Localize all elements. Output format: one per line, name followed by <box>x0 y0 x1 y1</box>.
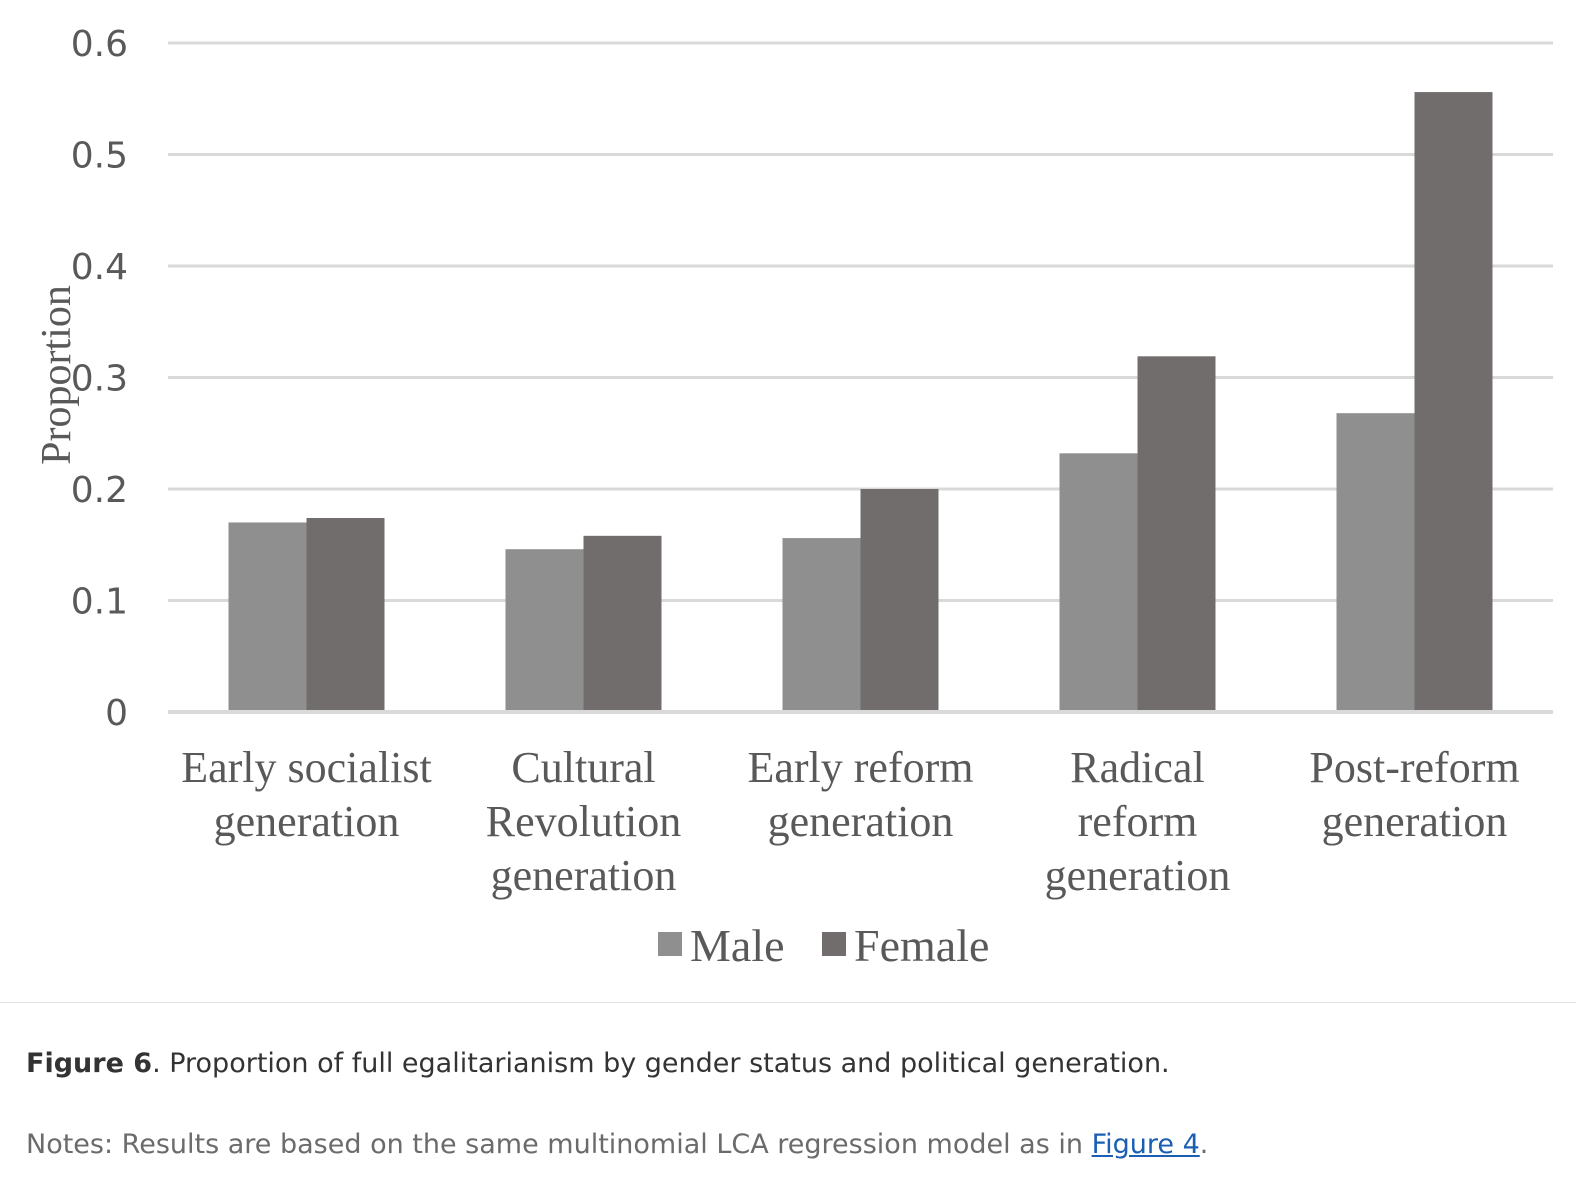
legend-swatch-male <box>658 932 682 956</box>
y-tick-label: 0.1 <box>71 582 128 623</box>
x-tick-label: Cultural <box>511 743 655 792</box>
y-axis-ticks: 0 0.1 0.2 0.3 0.4 0.5 0.6 <box>71 24 128 734</box>
bars <box>228 92 1493 712</box>
x-tick-label: generation <box>768 797 954 846</box>
x-axis-categories: Early socialist generation Cultural Revolut… <box>181 743 1519 900</box>
bar-chart-svg: 0 0.1 0.2 0.3 0.4 0.5 0.6 Early socialist gener… <box>34 24 1553 971</box>
bar-male <box>1059 453 1138 712</box>
y-tick-label: 0.5 <box>71 136 128 177</box>
gridlines <box>168 41 1553 602</box>
bar-female <box>1414 92 1493 712</box>
x-tick-label: generation <box>491 851 677 900</box>
bar-male <box>782 538 861 712</box>
y-tick-label: 0.4 <box>71 247 128 288</box>
x-tick-label: reform <box>1078 797 1198 846</box>
x-tick-label: Early socialist <box>181 743 432 792</box>
legend-label-male: Male <box>690 920 785 971</box>
x-tick-label: generation <box>214 797 400 846</box>
bar-male <box>505 549 584 712</box>
bar-female <box>860 489 939 712</box>
x-tick-label: Post-reform <box>1309 743 1519 792</box>
y-tick-label: 0.2 <box>71 470 128 511</box>
x-tick-label: generation <box>1322 797 1508 846</box>
figure-label: Figure 6 <box>26 1048 153 1079</box>
figure-caption: Figure 6. Proportion of full egalitarian… <box>26 1046 1546 1082</box>
divider <box>0 1002 1576 1003</box>
x-tick-label: Revolution <box>486 797 682 846</box>
x-tick-label: Early reform <box>748 743 974 792</box>
y-tick-label: 0.6 <box>71 24 128 65</box>
figure-notes: Notes: Results are based on the same mul… <box>26 1127 1546 1163</box>
caption-text: . Proportion of full egalitarianism by g… <box>152 1048 1170 1079</box>
bar-male <box>228 522 307 712</box>
bar-female <box>583 535 662 712</box>
x-tick-label: Radical <box>1070 743 1204 792</box>
bar-male <box>1336 413 1415 712</box>
legend: Male Female <box>658 920 989 971</box>
notes-end: . <box>1199 1129 1209 1160</box>
y-axis-title: Proportion <box>34 285 80 465</box>
bar-female <box>1137 356 1216 712</box>
notes-text: Notes: Results are based on the same mul… <box>26 1129 1092 1160</box>
legend-swatch-female <box>822 932 846 956</box>
figure-4-link[interactable]: Figure 4 <box>1091 1129 1200 1160</box>
y-tick-label: 0.3 <box>71 359 128 400</box>
chart: 0 0.1 0.2 0.3 0.4 0.5 0.6 Early socialist gener… <box>34 24 1553 971</box>
legend-label-female: Female <box>854 920 989 971</box>
bar-female <box>306 517 385 712</box>
x-tick-label: generation <box>1045 851 1231 900</box>
y-tick-label: 0 <box>105 693 128 734</box>
